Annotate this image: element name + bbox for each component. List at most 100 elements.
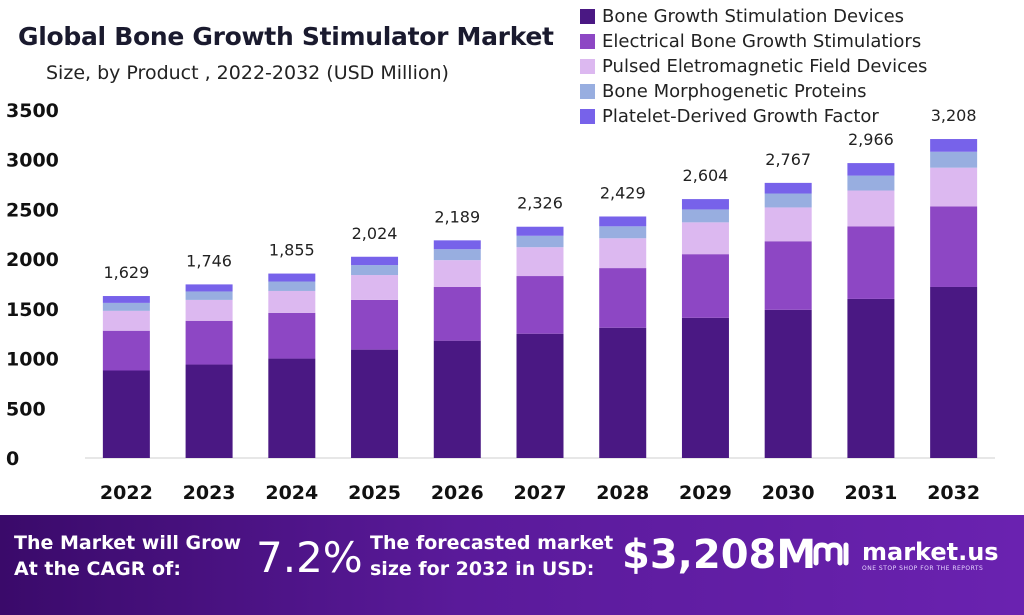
bar-segment xyxy=(433,340,481,458)
x-tick-label: 2024 xyxy=(265,482,318,504)
legend-item: Platelet-Derived Growth Factor xyxy=(580,104,927,129)
cagr-value: 7.2% xyxy=(256,533,363,582)
x-tick-label: 2032 xyxy=(927,482,980,504)
bar-segment xyxy=(102,296,150,303)
bar-segment xyxy=(764,241,812,310)
chart-legend: Bone Growth Stimulation Devices Electrica… xyxy=(580,4,927,129)
legend-item: Pulsed Eletromagnetic Field Devices xyxy=(580,54,927,79)
y-tick-label: 2500 xyxy=(6,199,59,221)
bar-segment xyxy=(102,310,150,331)
legend-swatch xyxy=(580,84,595,99)
x-tick-label: 2025 xyxy=(348,482,401,504)
x-tick-label: 2028 xyxy=(596,482,649,504)
bar-segment xyxy=(681,254,729,318)
bar-segment xyxy=(847,163,895,176)
bar-segment xyxy=(516,247,564,277)
bar-segment xyxy=(351,275,399,300)
legend-label: Pulsed Eletromagnetic Field Devices xyxy=(602,56,928,77)
bar-segment xyxy=(681,199,729,210)
cagr-label-line1: The Market will Grow xyxy=(14,532,242,554)
bar-segment xyxy=(185,291,233,300)
legend-swatch xyxy=(580,9,595,24)
x-tick-label: 2023 xyxy=(183,482,236,504)
bar-segment xyxy=(516,333,564,458)
x-tick-label: 2029 xyxy=(679,482,732,504)
bar-segment xyxy=(599,238,647,269)
x-tick-label: 2026 xyxy=(431,482,484,504)
bar-segment xyxy=(185,320,233,365)
bar-segment xyxy=(433,240,481,250)
bar-total-label: 2,189 xyxy=(434,207,480,226)
bar-segment xyxy=(185,299,233,321)
brand-logo: market.us ONE STOP SHOP FOR THE REPORTS xyxy=(812,537,999,573)
bar-segment xyxy=(599,226,647,239)
bar-segment xyxy=(764,309,812,458)
bar-segment xyxy=(516,235,564,248)
brand-tagline: ONE STOP SHOP FOR THE REPORTS xyxy=(862,564,984,572)
bar-segment xyxy=(433,249,481,261)
bar-segment xyxy=(847,226,895,299)
bar-segment xyxy=(102,370,150,458)
legend-label: Bone Growth Stimulation Devices xyxy=(602,6,905,27)
forecast-value: $3,208M xyxy=(622,532,817,578)
bar-segment xyxy=(516,276,564,334)
stacked-bar-chart: 0 500 1000 1500 2000 2500 3000 3500 1,629 2022 1,7… xyxy=(6,100,995,504)
bar-segment xyxy=(764,193,812,208)
bar-segment xyxy=(268,358,316,458)
legend-swatch xyxy=(580,34,595,49)
bar-segment xyxy=(102,330,150,371)
bar-total-label: 1,629 xyxy=(103,263,149,282)
market-us-logo-icon xyxy=(813,542,849,566)
y-tick-label: 3500 xyxy=(6,100,59,122)
bar-segment xyxy=(847,175,895,191)
y-tick-label: 3000 xyxy=(6,150,59,172)
legend-item: Bone Growth Stimulation Devices xyxy=(580,4,927,29)
bar-total-label: 3,208 xyxy=(931,106,977,125)
bar-segment xyxy=(351,256,399,266)
bar-segment xyxy=(930,286,978,458)
bar-segment xyxy=(268,273,316,282)
bar-segment xyxy=(930,151,978,168)
bar-segment xyxy=(268,281,316,291)
brand-name: market.us xyxy=(862,537,999,566)
bar-segment xyxy=(599,268,647,328)
x-tick-label: 2030 xyxy=(762,482,815,504)
bar-segment xyxy=(681,222,729,255)
bar-segment xyxy=(930,139,978,152)
legend-label: Electrical Bone Growth Stimulatiors xyxy=(602,31,922,52)
legend-label: Platelet-Derived Growth Factor xyxy=(602,106,879,127)
forecast-label-line2: size for 2032 in USD: xyxy=(370,558,595,580)
bar-segment xyxy=(433,260,481,287)
bar-total-label: 2,326 xyxy=(517,194,563,213)
bar-segment xyxy=(764,207,812,242)
legend-label: Bone Morphogenetic Proteins xyxy=(602,81,867,102)
chart-title: Global Bone Growth Stimulator Market xyxy=(18,22,554,51)
bar-segment xyxy=(599,327,647,458)
bar-segment xyxy=(930,206,978,287)
bar-total-label: 1,855 xyxy=(269,241,315,260)
x-tick-label: 2022 xyxy=(100,482,153,504)
chart-subtitle: Size, by Product , 2022-2032 (USD Millio… xyxy=(46,62,449,84)
bar-total-label: 2,767 xyxy=(765,150,811,169)
bar-total-label: 2,429 xyxy=(600,183,646,202)
bar-total-label: 2,604 xyxy=(683,166,729,185)
x-tick-label: 2027 xyxy=(514,482,567,504)
bar-segment xyxy=(681,209,729,223)
bar-segment xyxy=(847,190,895,227)
legend-item: Bone Morphogenetic Proteins xyxy=(580,79,927,104)
bar-segment xyxy=(764,182,812,194)
footer-banner: The Market will Grow At the CAGR of: 7.2… xyxy=(0,515,1024,615)
bar-total-label: 2,024 xyxy=(352,224,398,243)
bar-segment xyxy=(185,284,233,292)
bar-segment xyxy=(599,216,647,227)
bar-segment xyxy=(185,364,233,458)
bar-segment xyxy=(681,317,729,458)
y-tick-label: 0 xyxy=(6,448,19,470)
bar-segment xyxy=(516,226,564,236)
forecast-label-line1: The forecasted market xyxy=(370,532,614,554)
bar-segment xyxy=(847,298,895,458)
bar-segment xyxy=(268,312,316,359)
x-tick-label: 2031 xyxy=(844,482,897,504)
legend-swatch xyxy=(580,109,595,124)
y-tick-label: 2000 xyxy=(6,249,59,271)
